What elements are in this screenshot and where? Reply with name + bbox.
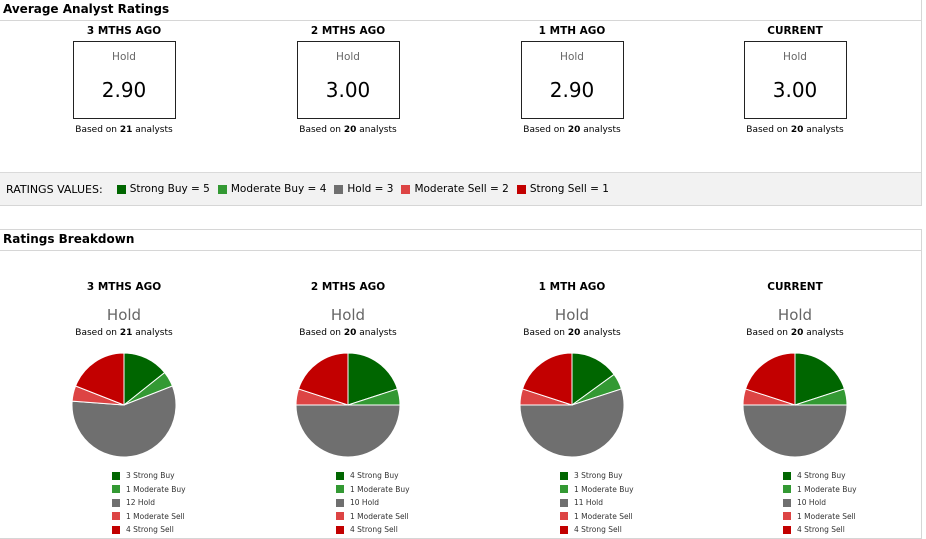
analyst-count-text: Based on 20 analysts [299,328,397,338]
analyst-count-text: Based on 21 analysts [75,125,173,135]
pie-slice-strong-buy [571,352,615,406]
average-period-1-month: 1 MTH AGO Hold 2.90 Based on 20 analysts [472,24,672,136]
rating-label: Hold [554,306,590,324]
moderate-sell-swatch [401,184,411,194]
legend-item-moderate-sell: 1 Moderate Sell [112,510,224,524]
legend-item-moderate-sell: 1 Moderate Sell [560,510,672,524]
rating-value: 2.90 [101,78,147,102]
pie-slice-strong-sell [744,352,796,406]
pie-legend: 4 Strong Buy 1 Moderate Buy 10 Hold 1 Mo… [783,469,895,537]
rating-value: 3.00 [772,78,818,102]
pie-chart [295,352,401,458]
hold-swatch [334,184,344,194]
legend-item-strong-sell: 4 Strong Sell [336,523,448,537]
analyst-count-text: Based on 20 analysts [746,328,844,338]
value-item-moderate-sell: Moderate Sell = 2 [401,183,509,195]
period-label: CURRENT [767,281,823,293]
pie-chart [742,352,848,458]
pie-slice-hold [742,404,848,458]
legend-item-hold: 12 Hold [112,496,224,510]
ratings-breakdown-panel: Ratings Breakdown 3 MTHS AGO Hold Based … [0,229,922,539]
legend-item-strong-sell: 4 Strong Sell [560,523,672,537]
average-ratings-panel: Average Analyst Ratings 3 MTHS AGO Hold … [0,0,922,206]
analyst-count-text: Based on 20 analysts [523,125,621,135]
value-item-strong-sell: Strong Sell = 1 [516,183,609,195]
average-period-current: CURRENT Hold 3.00 Based on 20 analysts [695,24,895,136]
legend-item-moderate-sell: 1 Moderate Sell [336,510,448,524]
pie-slice-hold [519,388,625,458]
legend-item-strong-sell: 4 Strong Sell [112,523,224,537]
analyst-count-text: Based on 21 analysts [75,328,173,338]
pie-slice-strong-sell [521,352,573,406]
average-period-2-months: 2 MTHS AGO Hold 3.00 Based on 20 analyst… [248,24,448,136]
period-label: 2 MTHS AGO [310,25,386,37]
rating-label: Hold [112,51,136,63]
legend-item-moderate-buy: 1 Moderate Buy [336,483,448,497]
value-item-hold: Hold = 3 [334,183,393,195]
pie-slice-strong-sell [297,352,349,406]
rating-label: Hold [783,51,807,63]
legend-item-hold: 10 Hold [336,496,448,510]
legend-item-moderate-buy: 1 Moderate Buy [112,483,224,497]
moderate-buy-swatch [217,184,227,194]
legend-item-strong-buy: 3 Strong Buy [560,469,672,483]
rating-label: Hold [330,306,366,324]
legend-item-hold: 10 Hold [783,496,895,510]
value-item-strong-buy: Strong Buy = 5 [116,183,210,195]
rating-label: Hold [106,306,142,324]
analyst-count-text: Based on 20 analysts [523,328,621,338]
pie-legend: 3 Strong Buy 1 Moderate Buy 11 Hold 1 Mo… [560,469,672,537]
pie-legend: 4 Strong Buy 1 Moderate Buy 10 Hold 1 Mo… [336,469,448,537]
breakdown-period-2-months: 2 MTHS AGO Hold Based on 20 analysts 4 S… [248,280,448,537]
analyst-count-text: Based on 20 analysts [746,125,844,135]
pie-slice-hold [71,385,177,458]
legend-item-moderate-buy: 1 Moderate Buy [783,483,895,497]
legend-item-strong-buy: 4 Strong Buy [783,469,895,483]
pie-slice-strong-buy [794,352,846,406]
rating-box: Hold 3.00 [296,41,400,119]
rating-value: 2.90 [549,78,595,102]
average-ratings-title: Average Analyst Ratings [0,0,921,21]
rating-label: Hold [560,51,584,63]
legend-item-strong-buy: 3 Strong Buy [112,469,224,483]
legend-item-hold: 11 Hold [560,496,672,510]
breakdown-period-1-month: 1 MTH AGO Hold Based on 20 analysts 3 St… [472,280,672,537]
analyst-count-text: Based on 20 analysts [299,125,397,135]
legend-item-strong-buy: 4 Strong Buy [336,469,448,483]
pie-chart [519,352,625,458]
period-label: 1 MTH AGO [538,25,606,37]
pie-slice-strong-buy [347,352,399,406]
period-label: 3 MTHS AGO [86,281,162,293]
legend-item-moderate-sell: 1 Moderate Sell [783,510,895,524]
average-period-3-months: 3 MTHS AGO Hold 2.90 Based on 21 analyst… [24,24,224,136]
ratings-values-legend: RATINGS VALUES: Strong Buy = 5 Moderate … [0,172,921,205]
rating-box: Hold 3.00 [743,41,847,119]
strong-sell-swatch [516,184,526,194]
period-label: 2 MTHS AGO [310,281,386,293]
period-label: CURRENT [767,25,823,37]
strong-buy-swatch [116,184,126,194]
rating-box: Hold 2.90 [72,41,176,119]
rating-value: 3.00 [325,78,371,102]
period-label: 1 MTH AGO [538,281,606,293]
ratings-values-label: RATINGS VALUES: [6,182,103,196]
pie-slice-strong-sell [74,352,125,406]
rating-box: Hold 2.90 [520,41,624,119]
pie-slice-hold [295,404,401,458]
rating-label: Hold [777,306,813,324]
ratings-breakdown-title: Ratings Breakdown [0,230,921,251]
breakdown-period-3-months: 3 MTHS AGO Hold Based on 21 analysts 3 S… [24,280,224,537]
rating-label: Hold [336,51,360,63]
breakdown-period-current: CURRENT Hold Based on 20 analysts 4 Stro… [695,280,895,537]
legend-item-strong-sell: 4 Strong Sell [783,523,895,537]
value-item-moderate-buy: Moderate Buy = 4 [217,183,326,195]
pie-legend: 3 Strong Buy 1 Moderate Buy 12 Hold 1 Mo… [112,469,224,537]
period-label: 3 MTHS AGO [86,25,162,37]
legend-item-moderate-buy: 1 Moderate Buy [560,483,672,497]
pie-chart [71,352,177,458]
